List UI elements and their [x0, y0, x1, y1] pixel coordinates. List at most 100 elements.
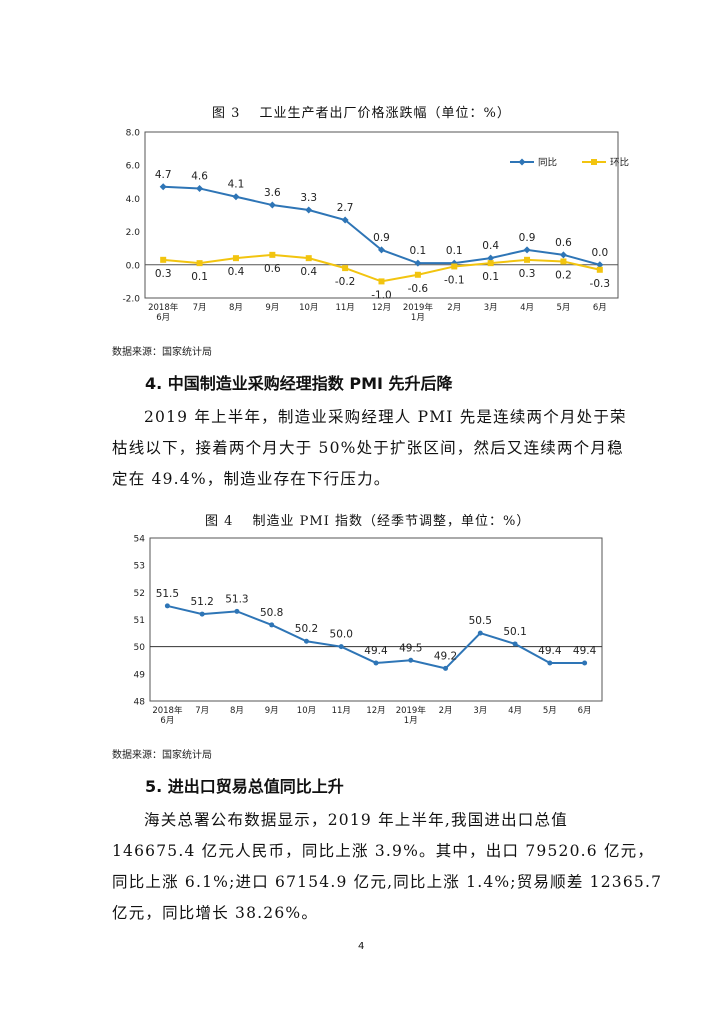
fig3-ytick-label: 0.0	[126, 261, 141, 271]
fig4-data-label: 51.5	[156, 588, 179, 600]
fig3-ytick-label: -2.0	[122, 295, 140, 305]
section5-heading: 5. 进出口贸易总值同比上升	[145, 777, 344, 796]
fig3-data-label: 0.6	[264, 263, 281, 275]
section5-line-3: 同比上涨 6.1%;进口 67154.9 亿元,同比上涨 1.4%;贸易顺差 1…	[112, 873, 663, 891]
fig3-point	[378, 246, 385, 254]
section4-line-3: 定在 49.4%，制造业存在下行压力。	[112, 470, 391, 488]
fig4-data-label: 49.4	[573, 645, 597, 657]
fig4-xtick-label: 9月	[265, 706, 279, 716]
fig4-xtick-label: 2月	[439, 706, 453, 716]
fig3-data-label: 0.0	[591, 247, 608, 259]
fig4-data-label: 51.3	[225, 593, 248, 605]
fig3-point	[342, 265, 349, 272]
fig3-data-label: 2.7	[337, 202, 354, 214]
fig3-data-label: -1.0	[371, 289, 392, 301]
figure3-chart: -2.0 0.0 2.0 4.0 6.0 8.0 2018年 6月 7月 8月 9月 10月 11月 12…	[122, 129, 629, 324]
section4-heading: 4. 中国制造业采购经理指数 PMI 先升后降	[145, 374, 453, 393]
fig3-point	[232, 255, 239, 262]
fig4-point	[338, 644, 344, 650]
fig3-xtick-label: 10月	[299, 303, 318, 313]
fig4-point	[408, 657, 414, 663]
fig4-data-label: 50.0	[330, 629, 353, 641]
section5-paragraph: 海关总署公布数据显示，2019 年上半年,我国进出口总值 146675.4 亿元…	[112, 805, 663, 929]
fig4-xtick-label: 10月	[297, 706, 316, 716]
fig3-point	[269, 251, 276, 258]
fig4-point	[303, 638, 309, 644]
fig4-data-label: 50.8	[260, 607, 283, 619]
fig4-point	[199, 611, 205, 617]
fig4-xtick-label: 3月	[473, 706, 487, 716]
fig3-xtick-label: 4月	[520, 303, 534, 313]
fig3-ytick-label: 6.0	[126, 162, 141, 172]
fig3-point	[414, 259, 422, 267]
fig3-legend-marker-1	[518, 158, 526, 166]
section4-line-2: 枯线以下，接着两个月大于 50%处于扩张区间，然后又连续两个月稳	[112, 439, 624, 457]
fig3-point	[414, 271, 421, 278]
fig3-data-label: 0.4	[228, 266, 245, 278]
fig3-point	[196, 260, 203, 267]
fig3-data-label: 3.6	[264, 187, 281, 199]
fig4-point	[234, 608, 240, 614]
figure3-source: 数据来源：国家统计局	[112, 347, 212, 358]
figure4-chart: 48 49 50 51 52 53 54 2018年 6月 7月 8月 9月 10月 11月 12月 2019…	[134, 535, 603, 726]
fig3-point	[451, 263, 458, 270]
fig4-data-label: 50.5	[469, 615, 492, 627]
fig4-point	[373, 660, 379, 666]
fig3-point	[596, 261, 604, 269]
fig4-ytick-label: 53	[134, 562, 145, 572]
fig3-data-label: -0.3	[590, 278, 611, 290]
fig3-point	[560, 258, 567, 265]
fig4-data-label: 51.2	[190, 596, 213, 608]
fig3-legend-marker-2	[591, 159, 597, 165]
fig3-point	[378, 278, 385, 285]
page-number: 4	[358, 941, 365, 952]
fig3-data-label: 0.3	[519, 268, 536, 280]
fig3-xtick-label: 7月	[193, 303, 207, 313]
fig4-xtick-label: 11月	[332, 706, 351, 716]
fig3-point	[160, 256, 167, 263]
fig3-xtick-label: 9月	[265, 303, 279, 313]
figure4-source: 数据来源：国家统计局	[112, 750, 212, 761]
fig3-data-label: -0.6	[408, 283, 429, 295]
fig4-ytick-label: 50	[134, 643, 146, 653]
fig4-xtick-label: 12月	[366, 706, 385, 716]
fig4-ytick-label: 48	[134, 698, 146, 708]
fig3-point	[159, 183, 167, 191]
fig3-xtick-label: 12月	[372, 303, 391, 313]
fig4-xtick-label: 4月	[508, 706, 522, 716]
fig3-point	[487, 260, 494, 267]
fig4-point	[164, 603, 170, 609]
fig3-data-label: 0.9	[373, 232, 390, 244]
fig4-ytick-label: 51	[134, 616, 145, 626]
fig3-data-label: 4.1	[228, 179, 245, 191]
fig3-data-label: 0.6	[555, 237, 572, 249]
fig4-xtick-label: 2018年 6月	[152, 705, 183, 726]
fig3-point	[196, 184, 204, 192]
fig3-data-label: -0.1	[444, 274, 465, 286]
figure3-title: 图 3 工业生产者出厂价格涨跌幅（单位：%）	[212, 106, 511, 121]
fig3-point	[341, 216, 349, 224]
fig3-point	[450, 259, 458, 267]
fig4-xtick-label: 5月	[543, 706, 557, 716]
fig4-point	[512, 641, 518, 647]
fig3-legend-label-2: 环比	[610, 157, 629, 169]
fig4-point	[547, 660, 553, 666]
fig3-data-label: 0.9	[519, 232, 536, 244]
fig4-xtick-label: 7月	[195, 706, 209, 716]
fig4-data-label: 50.2	[295, 623, 318, 635]
fig4-ytick-label: 52	[134, 589, 145, 599]
fig3-xtick-label: 8月	[229, 303, 243, 313]
fig3-xtick-label: 5月	[556, 303, 570, 313]
fig3-data-label: 0.4	[482, 240, 499, 252]
fig3-ytick-label: 8.0	[126, 129, 141, 139]
fig3-data-label: 3.3	[300, 192, 317, 204]
section5-line-2: 146675.4 亿元人民币，同比上涨 3.9%。其中，出口 79520.6 亿…	[112, 842, 655, 860]
fig4-data-label: 49.4	[538, 645, 562, 657]
fig3-point	[232, 193, 240, 201]
fig4-data-label: 49.5	[399, 642, 422, 654]
section4-paragraph: 2019 年上半年，制造业采购经理人 PMI 先是连续两个月处于荣 枯线以下，接…	[112, 402, 626, 495]
fig3-data-label: 0.1	[482, 271, 499, 283]
fig3-ytick-label: 2.0	[126, 228, 141, 238]
fig3-point	[523, 246, 531, 254]
fig3-data-label: -0.2	[335, 276, 356, 288]
